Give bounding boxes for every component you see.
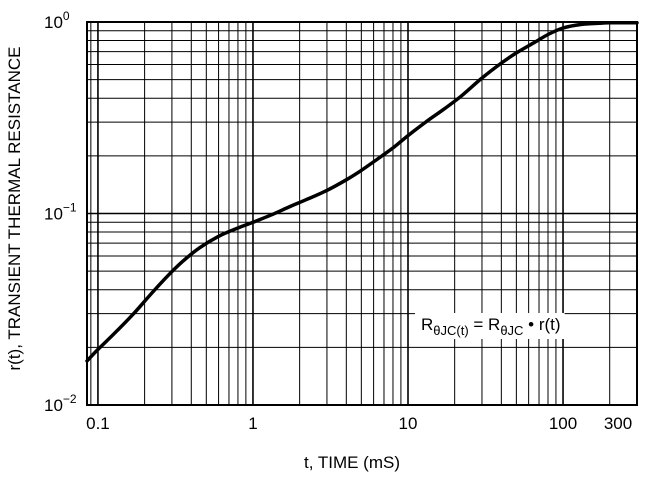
- x-tick-label: 300: [604, 414, 632, 433]
- y-tick-label: 10−2: [44, 392, 77, 415]
- annotation-eq: =: [469, 315, 488, 334]
- x-tick-label: 10: [399, 414, 418, 433]
- annotation-lhs-sub: θJC(t): [433, 323, 468, 338]
- annotation: RθJC(t) = RθJC • r(t): [415, 313, 565, 339]
- y-axis-label: r(t), TRANSIENT THERMAL RESISTANCE: [5, 47, 24, 371]
- grid-lines: [87, 22, 637, 405]
- annotation-background: [415, 313, 565, 339]
- y-tick-labels: 10−2 10−1 100: [44, 9, 77, 415]
- plot-frame: [86, 21, 638, 406]
- annotation-bullet: •: [523, 315, 538, 334]
- y-tick-label: 100: [44, 9, 70, 32]
- annotation-tail: r(t): [539, 315, 561, 334]
- thermal-resistance-curve: [85, 21, 639, 363]
- annotation-rhs-sub: θJC: [500, 323, 523, 338]
- y-tick-label: 10−1: [44, 201, 77, 224]
- x-tick-label: 0.1: [86, 414, 110, 433]
- x-tick-label: 1: [248, 414, 257, 433]
- annotation-lhs: R: [421, 315, 433, 334]
- x-axis-label: t, TIME (mS): [304, 453, 400, 472]
- annotation-formula: RθJC(t) = RθJC • r(t): [421, 315, 561, 338]
- x-tick-label: 100: [549, 414, 577, 433]
- x-tick-labels: 0.1 1 10 100 300: [86, 414, 632, 433]
- annotation-rhs: R: [488, 315, 500, 334]
- curve-layer: [85, 21, 639, 363]
